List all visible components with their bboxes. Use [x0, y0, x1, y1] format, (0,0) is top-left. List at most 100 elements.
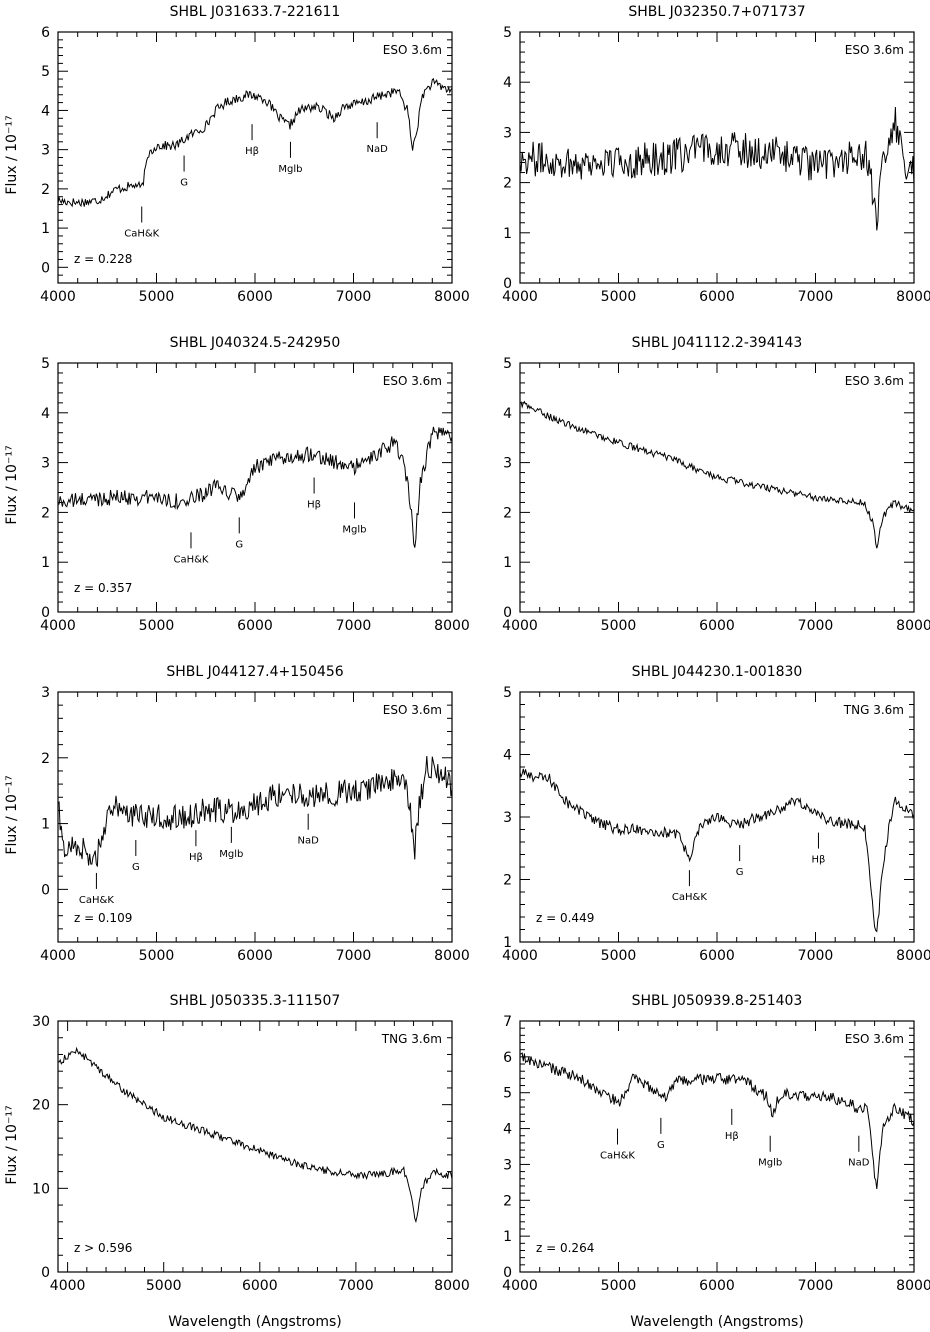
y-tick-label: 0 — [41, 1265, 50, 1281]
redshift-label: z = 0.357 — [74, 581, 132, 595]
y-tick-label: 4 — [503, 75, 512, 91]
x-tick-label: 7000 — [336, 948, 372, 964]
feature-label: CaH&K — [672, 892, 707, 903]
y-tick-label: 5 — [503, 25, 512, 41]
x-tick-label: 7000 — [338, 1278, 374, 1294]
x-tick-label: 8000 — [434, 618, 470, 634]
y-tick-label: 4 — [41, 406, 50, 422]
spectrum-panel: SHBL J040324.5-242950 4000 5000 6000 7000 800… — [40, 335, 470, 634]
plot-frame — [519, 362, 915, 613]
x-tick-label: 8000 — [896, 1278, 930, 1294]
x-tick-label: 6000 — [699, 289, 735, 305]
x-tick-label: 4000 — [502, 948, 538, 964]
spectrum-panel: SHBL J032350.7+071737 4000 5000 6000 7000 800… — [502, 4, 930, 305]
x-axis-label-left: Wavelength (Angstroms) — [168, 1314, 342, 1330]
y-tick-label: 0 — [503, 1265, 512, 1281]
spectrum-panel: SHBL J031633.7-221611 4000 5000 6000 7000 800… — [40, 4, 470, 305]
x-tick-label: 4000 — [40, 618, 76, 634]
y-tick-label: 4 — [503, 406, 512, 422]
plot-frame — [57, 1020, 453, 1273]
y-tick-label: 2 — [503, 505, 512, 521]
feature-label: NaD — [298, 836, 320, 847]
x-tick-label: 8000 — [434, 289, 470, 305]
feature-label: CaH&K — [600, 1151, 635, 1162]
y-tick-label: 3 — [503, 1157, 512, 1173]
spectrum-panel: SHBL J041112.2-394143 4000 5000 6000 7000 800… — [502, 335, 930, 634]
feature-label: Mglb — [278, 164, 302, 175]
y-tick-label: 4 — [503, 748, 512, 764]
x-tick-label: 7000 — [798, 289, 834, 305]
y-tick-label: 1 — [503, 1229, 512, 1245]
y-tick-label: 5 — [503, 1086, 512, 1102]
y-tick-label: 0 — [503, 276, 512, 292]
y-tick-label: 3 — [41, 685, 50, 701]
redshift-label: z = 0.264 — [536, 1241, 594, 1255]
y-axis-label-row3: Flux / 10⁻¹⁷ — [4, 775, 20, 854]
telescope-label: ESO 3.6m — [845, 43, 904, 57]
y-tick-label: 2 — [41, 182, 50, 198]
y-tick-label: 4 — [503, 1122, 512, 1138]
telescope-label: ESO 3.6m — [383, 43, 442, 57]
redshift-label: z > 0.596 — [74, 1241, 132, 1255]
y-tick-label: 2 — [41, 751, 50, 767]
x-tick-label: 5000 — [601, 618, 637, 634]
y-tick-label: 0 — [41, 605, 50, 621]
telescope-label: TNG 3.6m — [381, 1032, 442, 1046]
x-tick-label: 4000 — [50, 1278, 86, 1294]
plot-frame — [519, 1020, 915, 1273]
x-tick-label: 5000 — [139, 618, 175, 634]
spectrum-line — [57, 1046, 453, 1224]
x-tick-label: 6000 — [699, 948, 735, 964]
x-tick-label: 6000 — [699, 1278, 735, 1294]
x-tick-label: 7000 — [798, 1278, 834, 1294]
spectrum-panel: SHBL J044230.1-001830 4000 5000 6000 7000 800… — [502, 664, 930, 964]
x-tick-label: 6000 — [237, 289, 273, 305]
x-tick-label: 7000 — [336, 289, 372, 305]
y-tick-label: 2 — [503, 1193, 512, 1209]
y-tick-label: 10 — [32, 1181, 50, 1197]
spectrum-line — [519, 400, 915, 549]
x-tick-label: 5000 — [146, 1278, 182, 1294]
y-tick-label: 4 — [41, 103, 50, 119]
x-tick-label: 6000 — [699, 618, 735, 634]
spectrum-line — [57, 77, 453, 208]
x-tick-label: 6000 — [237, 948, 273, 964]
y-tick-label: 7 — [503, 1014, 512, 1030]
feature-label: NaD — [366, 144, 388, 155]
feature-label: NaD — [848, 1158, 870, 1169]
x-tick-label: 5000 — [139, 289, 175, 305]
x-tick-label: 8000 — [896, 618, 930, 634]
panel-title: SHBL J044127.4+150456 — [166, 664, 343, 680]
y-tick-label: 30 — [32, 1014, 50, 1030]
y-tick-label: 3 — [503, 456, 512, 472]
feature-label: Hβ — [245, 146, 259, 157]
plot-frame — [57, 31, 453, 284]
feature-label: Hβ — [307, 500, 321, 511]
y-tick-label: 1 — [503, 935, 512, 951]
feature-label: G — [180, 178, 188, 189]
y-tick-label: 1 — [503, 226, 512, 242]
panel-title: SHBL J050335.3-111507 — [170, 993, 341, 1009]
plot-frame — [57, 691, 453, 943]
spectrum-line — [57, 426, 453, 548]
x-tick-label: 5000 — [601, 289, 637, 305]
panel-title: SHBL J031633.7-221611 — [170, 4, 341, 20]
feature-label: G — [657, 1140, 665, 1151]
feature-label: Hβ — [725, 1131, 739, 1142]
panel-title: SHBL J044230.1-001830 — [632, 664, 803, 680]
feature-label: Mglb — [758, 1158, 782, 1169]
y-tick-label: 0 — [503, 605, 512, 621]
x-tick-label: 4000 — [40, 948, 76, 964]
spectrum-line — [519, 1052, 915, 1189]
feature-label: Hβ — [812, 855, 826, 866]
x-tick-label: 5000 — [601, 948, 637, 964]
y-tick-label: 1 — [503, 555, 512, 571]
x-tick-label: 8000 — [434, 1278, 470, 1294]
feature-label: G — [132, 862, 140, 873]
plot-frame — [57, 362, 453, 613]
feature-label: Mglb — [219, 849, 243, 860]
spectrum-line — [519, 768, 915, 933]
x-tick-label: 4000 — [502, 289, 538, 305]
x-tick-label: 4000 — [40, 289, 76, 305]
y-tick-label: 2 — [41, 505, 50, 521]
